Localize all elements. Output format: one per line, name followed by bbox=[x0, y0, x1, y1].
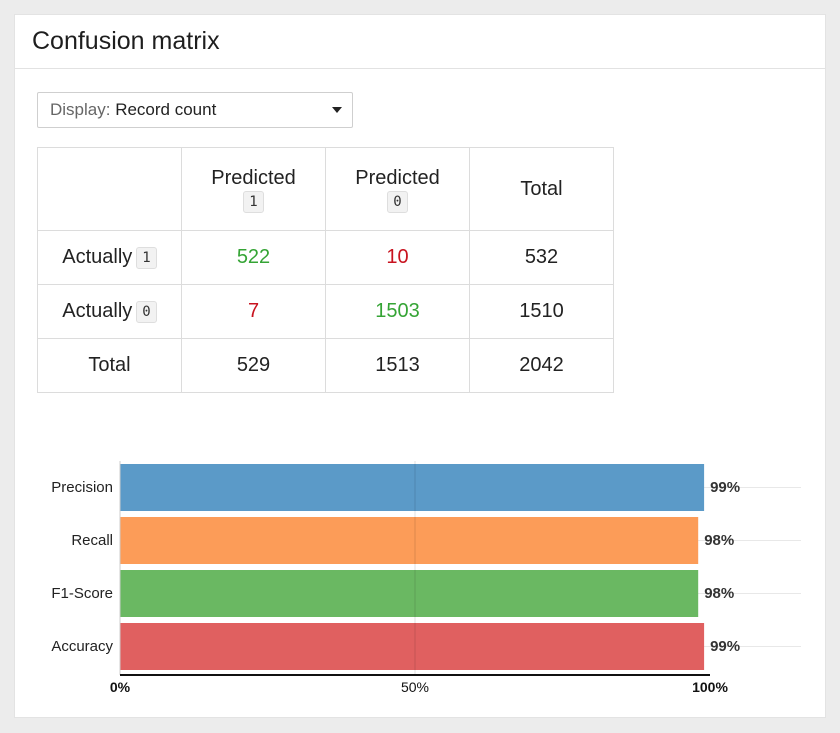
header-predicted-1: Predicted 1 bbox=[181, 147, 326, 231]
row-label-actually-1: Actually 1 bbox=[37, 230, 182, 285]
bar-f1-score bbox=[120, 570, 699, 617]
table-row: Actually 0 7 1503 1510 bbox=[37, 284, 614, 339]
table-row: Total 529 1513 2042 bbox=[37, 338, 614, 393]
x-tick-label: 50% bbox=[400, 679, 430, 695]
panel-header: Confusion matrix bbox=[15, 15, 825, 69]
cell-false-positive: 7 bbox=[181, 284, 326, 339]
table-header-row: Predicted 1 Predicted 0 Total bbox=[37, 147, 614, 231]
table-row: Actually 1 522 10 532 bbox=[37, 230, 614, 285]
cell-true-positive: 522 bbox=[181, 230, 326, 285]
cell-true-negative: 1503 bbox=[325, 284, 470, 339]
panel-title: Confusion matrix bbox=[32, 27, 220, 55]
row-label-text: Actually bbox=[62, 246, 133, 268]
confusion-matrix-table: Predicted 1 Predicted 0 Total Actually 1 … bbox=[37, 147, 614, 393]
caret-down-icon bbox=[332, 107, 342, 113]
cell-grand-total: 2042 bbox=[469, 338, 614, 393]
row-label-total: Total bbox=[37, 338, 182, 393]
cell-col-total: 529 bbox=[181, 338, 326, 393]
category-label: Accuracy bbox=[51, 637, 113, 655]
header-label: Predicted bbox=[355, 166, 440, 189]
code-badge: 0 bbox=[136, 300, 157, 323]
cell-col-total: 1513 bbox=[325, 338, 470, 393]
bar-recall bbox=[120, 517, 699, 564]
display-dropdown-value: Record count bbox=[110, 100, 216, 120]
category-label: F1-Score bbox=[51, 584, 113, 602]
display-dropdown-prefix: Display: bbox=[50, 100, 111, 119]
cell-row-total: 532 bbox=[469, 230, 614, 285]
header-predicted-0: Predicted 0 bbox=[325, 147, 470, 231]
code-badge: 0 bbox=[387, 191, 408, 214]
value-label: 98% bbox=[704, 531, 735, 549]
bar-precision bbox=[120, 464, 705, 511]
bar-accuracy bbox=[120, 623, 705, 670]
value-label: 99% bbox=[710, 637, 741, 655]
corner-cell bbox=[37, 147, 182, 231]
category-label: Precision bbox=[51, 478, 113, 496]
row-label-text: Actually bbox=[62, 300, 133, 322]
metrics-bar-chart: Precision Recall F1-Score Accuracy 99% 98% 98%… bbox=[15, 445, 827, 715]
value-label: 98% bbox=[704, 584, 735, 602]
x-tick-label: 100% bbox=[692, 679, 728, 695]
confusion-matrix-panel: Confusion matrix Display: Record count P… bbox=[14, 14, 826, 718]
x-tick-label: 0% bbox=[109, 679, 131, 695]
code-badge: 1 bbox=[243, 191, 264, 214]
header-label: Predicted bbox=[211, 166, 296, 189]
row-label-actually-0: Actually 0 bbox=[37, 284, 182, 339]
cell-row-total: 1510 bbox=[469, 284, 614, 339]
code-badge: 1 bbox=[136, 246, 157, 269]
cell-false-negative: 10 bbox=[325, 230, 470, 285]
category-label: Recall bbox=[71, 531, 113, 549]
display-dropdown[interactable]: Display: Record count bbox=[37, 92, 353, 128]
value-label: 99% bbox=[710, 478, 741, 496]
header-total: Total bbox=[469, 147, 614, 231]
display-dropdown-selected: Record count bbox=[115, 100, 217, 119]
metrics-chart-svg bbox=[119, 461, 801, 676]
